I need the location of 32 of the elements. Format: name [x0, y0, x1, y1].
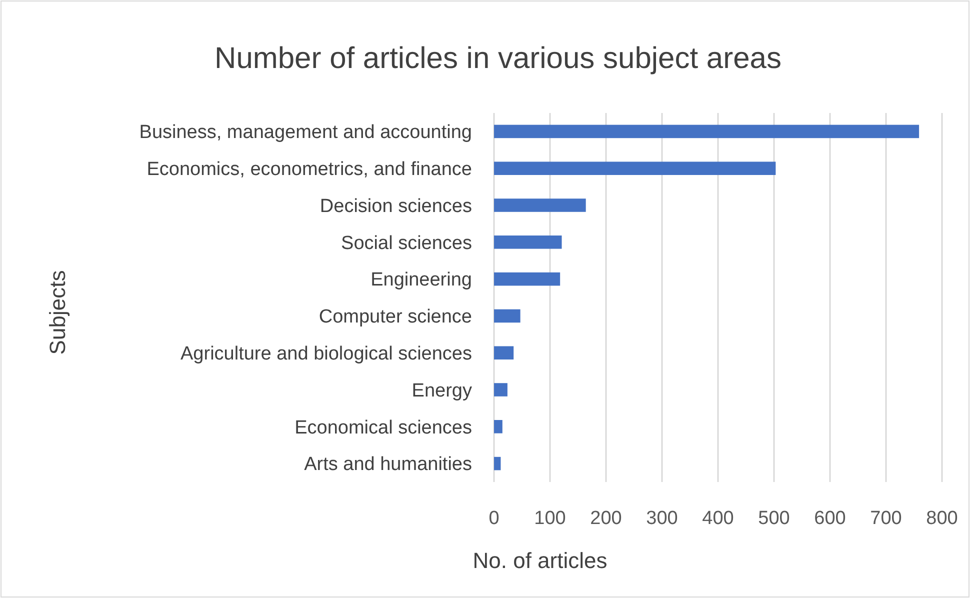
bar	[494, 346, 514, 360]
x-tick-label: 300	[646, 508, 678, 529]
y-tick-label: Energy	[412, 380, 472, 402]
bar	[494, 309, 520, 323]
y-tick-label: Arts and humanities	[304, 454, 472, 476]
bar	[494, 272, 560, 286]
y-tick-label: Agriculture and biological sciences	[180, 344, 472, 364]
bar	[494, 162, 776, 175]
y-tick-label: Economics, econometrics, and finance	[146, 159, 472, 180]
bar	[494, 420, 502, 434]
x-tick-label: 800	[926, 508, 958, 529]
y-tick-label: Computer science	[318, 306, 472, 328]
y-axis-title: Subjects	[45, 270, 70, 355]
bar	[494, 198, 586, 212]
x-axis-title: No. of articles	[472, 548, 608, 573]
y-tick-label: Social sciences	[341, 232, 472, 254]
y-tick-label: Decision sciences	[320, 196, 472, 217]
x-tick-label: 0	[488, 508, 500, 529]
y-tick-label: Engineering	[370, 270, 472, 291]
x-tick-label: 200	[590, 508, 622, 529]
x-tick-label: 600	[814, 508, 846, 529]
x-tick-label: 100	[534, 508, 566, 529]
bar	[494, 456, 501, 470]
x-tick-label: 700	[870, 508, 902, 529]
x-tick-label: 500	[758, 508, 790, 529]
y-tick-label: Economical sciences	[294, 417, 472, 438]
bar	[494, 383, 508, 396]
bar	[494, 124, 920, 138]
chart-title: Number of articles in various subject areas	[214, 42, 782, 75]
bar	[494, 236, 562, 249]
x-tick-label: 400	[702, 508, 734, 529]
y-tick-label: Business, management and accounting	[139, 122, 472, 144]
